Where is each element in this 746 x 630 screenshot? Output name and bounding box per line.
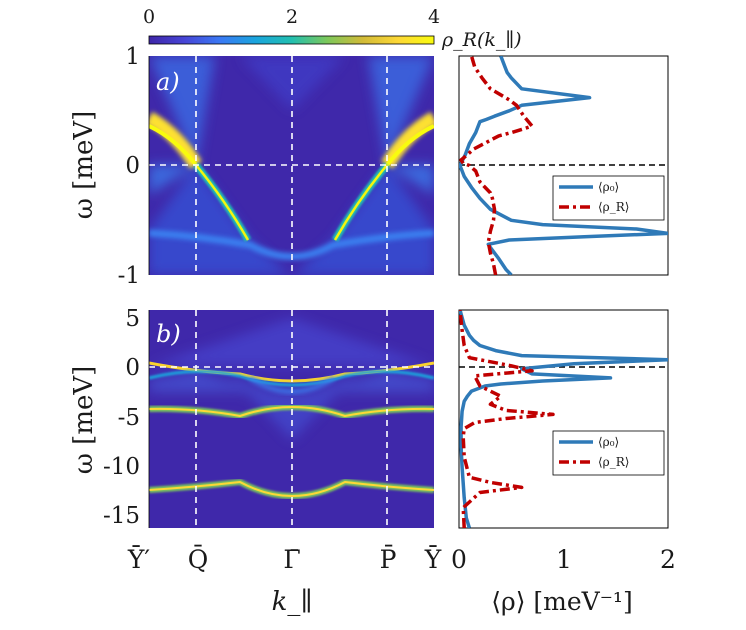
legend-a-rhoR-label: ⟨ρ_R⟩ bbox=[598, 200, 629, 214]
dos-a-rho0-curve bbox=[459, 56, 668, 275]
dos-panel-a-legend: ⟨ρ₀⟩ ⟨ρ_R⟩ bbox=[552, 175, 665, 221]
dos-b-rhoR-curve bbox=[459, 310, 555, 528]
k-tick-p: P̄ bbox=[380, 545, 397, 574]
panel-b-ytick-0: 0 bbox=[125, 355, 140, 381]
dos-axis-label: ⟨ρ⟩ [meV⁻¹] bbox=[491, 587, 632, 616]
panel-b-tag: b) bbox=[156, 320, 181, 348]
colorbar-tick-4: 4 bbox=[428, 6, 440, 28]
legend-a-box bbox=[552, 175, 665, 221]
panel-a-yaxis: 1 0 -1 ω [meV] bbox=[69, 44, 150, 289]
k-tick-y: Ȳ bbox=[424, 545, 442, 574]
colorbar-label: ρ_R(k_∥) bbox=[441, 29, 522, 51]
dos-a-rhoR-curve bbox=[459, 56, 534, 275]
panel-a-ylabel: ω [meV] bbox=[69, 111, 99, 220]
dos-panel-b-curves bbox=[459, 310, 668, 528]
panel-a-heatmap: a) bbox=[149, 56, 434, 275]
dos-panel-b: ⟨ρ₀⟩ ⟨ρ_R⟩ bbox=[458, 309, 669, 529]
panel-a-upper-right-core bbox=[385, 124, 434, 167]
k-tick-y-prime: Ȳ′ bbox=[127, 545, 151, 574]
panel-b-ytick-5: 5 bbox=[125, 306, 140, 332]
colorbar: 0 2 4 ρ_R(k_∥) bbox=[143, 6, 522, 51]
k-tick-q: Q̄ bbox=[188, 545, 209, 574]
dos-x-axis: 0 1 2 ⟨ρ⟩ [meV⁻¹] bbox=[451, 545, 676, 616]
colorbar-strip bbox=[148, 35, 435, 45]
dos-b-rho0-curve bbox=[459, 310, 668, 528]
panel-a-tag: a) bbox=[156, 68, 180, 96]
panel-a-ytick-1: 1 bbox=[125, 44, 140, 70]
panel-a-dirac-right bbox=[333, 164, 388, 241]
panel-b-ytick-neg10: -10 bbox=[103, 454, 140, 480]
legend-b-box bbox=[552, 430, 665, 476]
panel-a-dirac-left bbox=[195, 164, 250, 241]
k-axis-label: k_∥ bbox=[272, 587, 313, 617]
panel-a-upper-left-core bbox=[149, 124, 198, 167]
panel-b-ytick-neg15: -15 bbox=[103, 503, 140, 529]
panel-b-band-zero-lower bbox=[149, 370, 434, 387]
legend-b-rho0-label: ⟨ρ₀⟩ bbox=[598, 435, 619, 449]
dos-panel-a: ⟨ρ₀⟩ ⟨ρ_R⟩ bbox=[458, 55, 669, 276]
k-axis: Ȳ′ Q̄ Γ̄ P̄ Ȳ k_∥ bbox=[127, 545, 442, 617]
panel-a-ytick-0: 0 bbox=[125, 153, 140, 179]
legend-b-rhoR-label: ⟨ρ_R⟩ bbox=[598, 455, 629, 469]
panel-b-ylabel: ω [meV] bbox=[69, 366, 99, 475]
panel-b-yaxis: 5 0 -5 -10 -15 ω [meV] bbox=[69, 306, 150, 529]
dos-panel-a-curves bbox=[459, 56, 668, 275]
colorbar-tick-2: 2 bbox=[286, 6, 298, 28]
k-tick-gamma: Γ̄ bbox=[283, 545, 300, 574]
panel-b-heatmap: b) bbox=[149, 310, 434, 528]
dos-xtick-1: 1 bbox=[556, 545, 572, 574]
dos-xtick-2: 2 bbox=[660, 545, 676, 574]
panel-b-ytick-neg5: -5 bbox=[118, 405, 140, 431]
legend-a-rho0-label: ⟨ρ₀⟩ bbox=[598, 180, 619, 194]
dos-xtick-0: 0 bbox=[451, 545, 467, 574]
colorbar-tick-0: 0 bbox=[143, 6, 155, 28]
panel-a-ytick-neg1: -1 bbox=[118, 263, 140, 289]
dos-panel-b-legend: ⟨ρ₀⟩ ⟨ρ_R⟩ bbox=[552, 430, 665, 476]
